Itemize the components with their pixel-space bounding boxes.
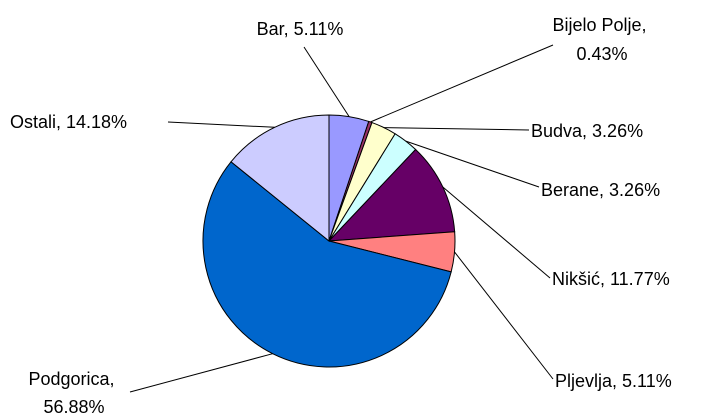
leader-lines xyxy=(129,44,554,393)
label-pljevlja: Pljevlja, 5.11% xyxy=(555,371,672,391)
label-bijelo-polje: Bijelo Polje, 0.43% xyxy=(552,15,651,64)
pie-slices xyxy=(202,114,456,368)
leader-berane xyxy=(405,140,540,188)
leader-podgorica xyxy=(129,353,273,393)
leader-ostali xyxy=(167,121,275,128)
label-podgorica-line1: Podgorica, xyxy=(28,369,114,389)
leader-bar xyxy=(303,46,350,117)
leader-bijelo-polje xyxy=(370,44,554,123)
label-ostali: Ostali, 14.18% xyxy=(10,112,127,132)
leader-budva xyxy=(383,127,530,131)
label-podgorica: Podgorica, 56.88% xyxy=(28,369,119,417)
label-bijelo-polje-line1: Bijelo Polje, xyxy=(552,15,646,35)
leader-pljevlja xyxy=(454,251,554,380)
slice-ostali xyxy=(230,114,330,243)
label-bijelo-polje-line2: 0.43% xyxy=(576,44,627,64)
label-bar: Bar, 5.11% xyxy=(257,19,344,39)
label-budva: Budva, 3.26% xyxy=(531,121,643,141)
label-niksic: Nikšić, 11.77% xyxy=(552,269,670,289)
slice-podgorica xyxy=(202,161,452,368)
label-berane: Berane, 3.26% xyxy=(541,180,660,200)
leader-niksic xyxy=(442,186,551,279)
label-podgorica-line2: 56.88% xyxy=(43,397,104,417)
